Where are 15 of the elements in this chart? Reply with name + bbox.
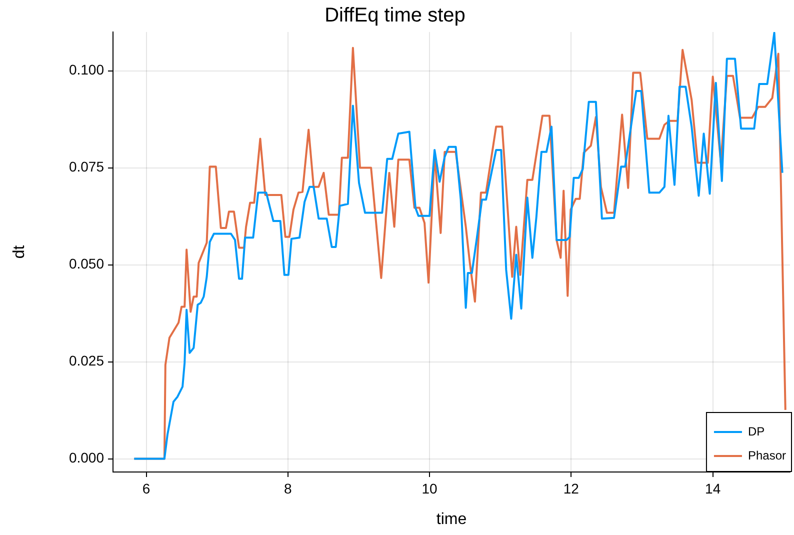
x-tick-label: 14 [705, 480, 721, 496]
y-tick-label: 0.100 [68, 62, 104, 78]
legend-label: DP [748, 424, 765, 438]
x-tick-label: 12 [563, 480, 580, 496]
y-tick-label: 0.050 [68, 256, 104, 272]
x-tick-label: 6 [142, 480, 150, 496]
y-tick-label: 0.000 [68, 450, 104, 466]
x-tick-label: 8 [284, 480, 292, 496]
chart-title: DiffEq time step [324, 4, 466, 27]
x-axis-title: time [436, 510, 467, 528]
legend-label: Phasor [748, 448, 786, 462]
x-tick-label: 10 [422, 480, 438, 496]
y-tick-label: 0.025 [68, 352, 104, 369]
y-tick-label: 0.075 [68, 158, 104, 175]
y-axis-title: dt [11, 244, 28, 259]
